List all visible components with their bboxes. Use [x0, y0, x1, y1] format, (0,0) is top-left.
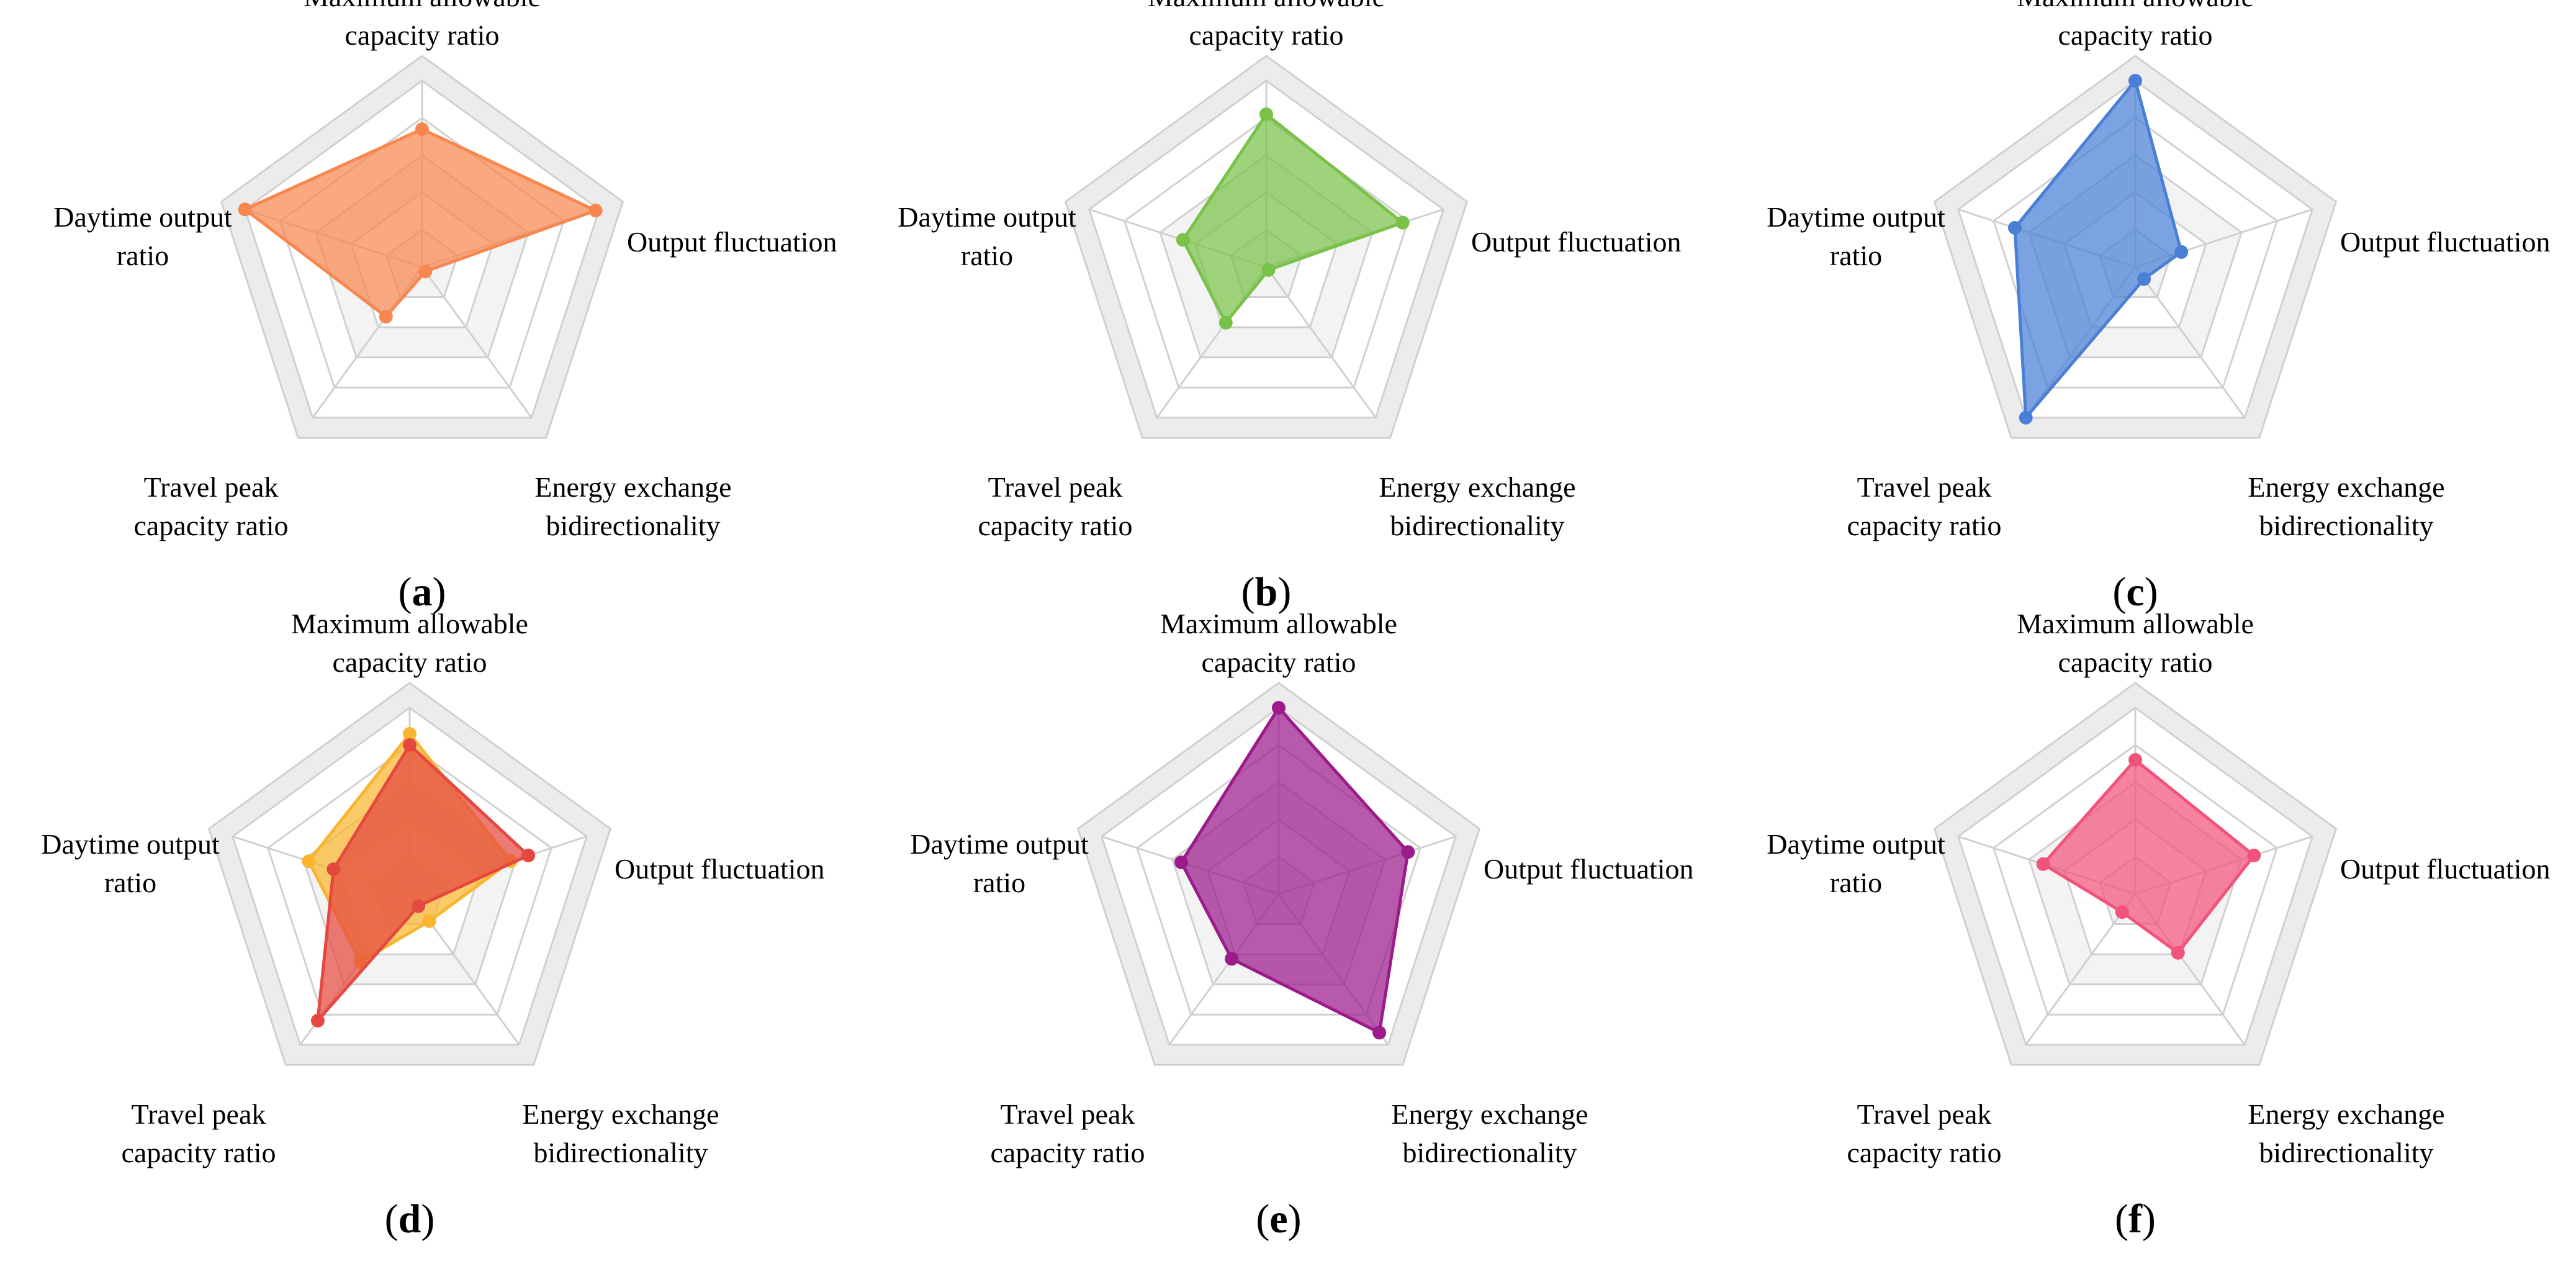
- panel-label: (b): [1241, 569, 1292, 615]
- axis-label-5: Daytime output ratio: [41, 828, 220, 898]
- radar-series-1: [1174, 701, 1415, 1040]
- radar-spoke: [2025, 893, 2137, 1045]
- radar-series-area: [1179, 706, 1410, 1034]
- radar-series-2: [310, 738, 536, 1027]
- radar-point-4: [1218, 315, 1233, 330]
- radar-point-2: [2247, 848, 2261, 862]
- radar-point-2: [521, 848, 536, 862]
- radar-point-5: [2036, 857, 2050, 871]
- panel-label: (e): [1256, 1196, 1301, 1242]
- axis-label-3: Energy exchange bidirectionality: [2248, 1098, 2444, 1168]
- radar-point-2: [588, 204, 603, 218]
- radar-point-1: [1259, 107, 1273, 121]
- axis-label-5: Daytime output ratio: [898, 201, 1076, 271]
- axis-label-2: Output fluctuation: [615, 853, 825, 885]
- radar-point-1: [403, 727, 417, 741]
- radar-point-3: [1372, 1026, 1387, 1040]
- axis-label-4: Travel peak capacity ratio: [121, 1098, 276, 1168]
- axis-label-2: Output fluctuation: [2340, 853, 2551, 885]
- radar-spoke: [421, 266, 533, 418]
- axis-label-5: Daytime output ratio: [1767, 828, 1945, 898]
- axis-label-2: Output fluctuation: [2340, 226, 2551, 258]
- radar-series-1: [1176, 107, 1410, 330]
- axis-label-3: Energy exchange bidirectionality: [1379, 471, 1575, 541]
- radar-series-area: [2013, 79, 2183, 420]
- axis-label-3: Energy exchange bidirectionality: [2248, 471, 2444, 541]
- radar-point-1: [2128, 753, 2142, 767]
- radar-point-3: [422, 914, 436, 928]
- radar-point-3: [418, 264, 433, 279]
- radar-point-4: [1225, 952, 1239, 966]
- axis-label-4: Travel peak capacity ratio: [990, 1098, 1145, 1168]
- axis-label-2: Output fluctuation: [1484, 853, 1694, 885]
- axis-label-3: Energy exchange bidirectionality: [522, 1098, 719, 1168]
- radar-point-4: [2019, 410, 2033, 425]
- panel-label: (f): [2115, 1196, 2156, 1242]
- radar-series-area: [316, 743, 530, 1023]
- radar-point-5: [1174, 856, 1189, 869]
- radar-point-3: [1261, 263, 1276, 277]
- panel-label: (d): [385, 1196, 435, 1242]
- radar-point-1: [1272, 701, 1286, 715]
- radar-point-4: [379, 310, 393, 324]
- radar-point-3: [2171, 946, 2185, 960]
- radar-point-1: [415, 122, 429, 136]
- radar-panel-e: Maximum allowable capacity ratio Output fl…: [910, 608, 1693, 1242]
- radar-point-5: [327, 862, 341, 877]
- radar-panel-d: Maximum allowable capacity ratio Output fl…: [41, 608, 824, 1242]
- axis-label-3: Energy exchange bidirectionality: [1391, 1098, 1588, 1168]
- radar-point-4: [2115, 905, 2129, 919]
- radar-series-area: [1181, 112, 1405, 325]
- axis-label-4: Travel peak capacity ratio: [1847, 1098, 2001, 1168]
- radar-point-2: [2174, 245, 2189, 259]
- panel-label: (a): [399, 569, 446, 615]
- radar-point-4: [310, 1013, 325, 1027]
- axis-label-5: Daytime output ratio: [910, 828, 1089, 898]
- axis-label-3: Energy exchange bidirectionality: [534, 471, 731, 541]
- axis-label-5: Daytime output ratio: [1767, 201, 1945, 271]
- radar-spoke: [2134, 266, 2246, 418]
- axis-label-2: Output fluctuation: [1471, 226, 1682, 258]
- axis-label-2: Output fluctuation: [627, 226, 837, 258]
- radar-series-1: [2036, 753, 2261, 960]
- radar-point-2: [1395, 215, 1410, 230]
- radar-panel-f: Maximum allowable capacity ratio Output fl…: [1767, 608, 2550, 1242]
- radar-point-5: [2008, 221, 2022, 235]
- radar-point-2: [1401, 845, 1415, 859]
- panel-label: (c): [2112, 569, 2158, 615]
- radar-point-5: [238, 202, 252, 217]
- radar-series-area: [243, 127, 598, 318]
- radar-series-1: [2008, 74, 2189, 425]
- axis-label-5: Daytime output ratio: [53, 201, 232, 271]
- radar-point-5: [1176, 233, 1190, 247]
- radar-point-1: [403, 738, 417, 752]
- axis-label-4: Travel peak capacity ratio: [1847, 471, 2001, 541]
- radar-spoke: [1265, 266, 1377, 418]
- radar-point-5: [302, 854, 316, 869]
- axis-label-4: Travel peak capacity ratio: [133, 471, 288, 541]
- radar-series-1: [238, 122, 603, 324]
- radar-point-3: [412, 899, 426, 913]
- radar-series-area: [2042, 758, 2256, 955]
- radar-point-3: [2137, 272, 2151, 286]
- radar-point-1: [2128, 74, 2142, 88]
- axis-label-4: Travel peak capacity ratio: [978, 471, 1132, 541]
